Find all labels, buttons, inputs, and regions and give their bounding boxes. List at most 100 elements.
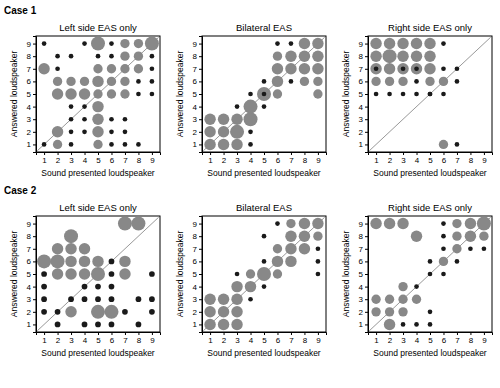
bubble [204, 306, 215, 317]
tick-label: 1 [359, 140, 364, 149]
tick-label: 8 [469, 336, 474, 345]
bubble [374, 92, 379, 97]
tick-mark [199, 287, 202, 288]
panel: 123456789123456789Right side EAS onlySou… [341, 22, 493, 178]
x-axis: 123456789 [203, 332, 327, 345]
tick-mark [365, 81, 368, 82]
bubble [136, 296, 142, 302]
tick: 6 [276, 332, 281, 345]
tick-mark [199, 224, 202, 225]
tick-mark [85, 152, 86, 155]
tick-label: 8 [359, 52, 364, 61]
tick: 2 [193, 308, 202, 317]
tick: 1 [359, 320, 368, 329]
tick-mark [457, 152, 458, 155]
bubble [150, 54, 155, 59]
bubble [397, 38, 408, 49]
tick-label: 5 [359, 270, 364, 279]
tick: 4 [83, 152, 88, 165]
x-axis: 123456789 [369, 152, 493, 165]
bubble [65, 268, 76, 279]
tick: 2 [222, 152, 227, 165]
tick-label: 8 [193, 52, 198, 61]
y-axis-title: Answered loudspeaker [9, 51, 19, 138]
bubble [398, 307, 407, 316]
bubble [204, 319, 215, 330]
tick: 6 [359, 77, 368, 86]
tick: 8 [137, 152, 142, 165]
bubble [79, 88, 90, 99]
axis-line [37, 333, 161, 336]
tick: 1 [374, 332, 379, 345]
bubble [286, 219, 295, 228]
tick: 8 [193, 232, 202, 241]
tick-mark [125, 332, 126, 335]
tick-mark [33, 56, 36, 57]
axis-line [203, 153, 327, 156]
bubble [109, 296, 115, 302]
bubble [300, 77, 309, 86]
axis-line [365, 217, 369, 333]
tick: 5 [262, 152, 267, 165]
tick: 7 [455, 152, 460, 165]
tick-mark [33, 324, 36, 325]
bubble [285, 230, 296, 241]
tick-label: 6 [193, 257, 198, 266]
bubble [289, 41, 294, 46]
bubble [92, 76, 103, 87]
plot-marks [37, 37, 159, 151]
y-axis: 123456789 [359, 37, 369, 153]
tick: 9 [316, 152, 321, 165]
bubble [411, 63, 422, 74]
tick-label: 7 [193, 65, 198, 74]
bubble [218, 294, 229, 305]
tick-label: 5 [27, 90, 32, 99]
tick-label: 9 [359, 40, 364, 49]
bubble [55, 309, 61, 315]
bubble [414, 79, 419, 84]
tick-mark [365, 324, 368, 325]
bubble [401, 66, 406, 71]
tick: 4 [415, 152, 420, 165]
plot-marks [203, 217, 324, 330]
bubble [150, 79, 155, 84]
tick-label: 5 [428, 156, 433, 165]
bubble [439, 257, 448, 266]
bubble [262, 104, 267, 109]
tick-mark [365, 287, 368, 288]
tick-label: 2 [222, 336, 227, 345]
bubble [149, 271, 155, 277]
tick-mark [138, 332, 139, 335]
tick: 1 [208, 332, 213, 345]
tick: 6 [27, 77, 36, 86]
bubble [218, 126, 229, 137]
tick-mark [199, 132, 202, 133]
axis-line [37, 153, 161, 156]
tick: 3 [27, 295, 36, 304]
tick-label: 8 [137, 156, 142, 165]
tick-label: 1 [27, 320, 32, 329]
bubble [384, 218, 395, 229]
bubble [109, 259, 115, 265]
tick-label: 5 [428, 336, 433, 345]
tick: 9 [27, 40, 36, 49]
bubble [150, 66, 155, 71]
tick-mark [33, 119, 36, 120]
bubble [439, 140, 448, 149]
tick: 9 [359, 40, 368, 49]
tick: 2 [56, 152, 61, 165]
bubble [96, 54, 101, 59]
tick-label: 6 [276, 336, 281, 345]
tick-mark [33, 94, 36, 95]
tick-mark [33, 69, 36, 70]
tick-label: 4 [83, 156, 88, 165]
bubble [41, 309, 47, 315]
tick-label: 3 [401, 336, 406, 345]
tick: 9 [193, 40, 202, 49]
bubble [37, 254, 51, 268]
tick: 4 [27, 103, 36, 112]
plot-frame [36, 36, 160, 152]
tick-mark [152, 332, 153, 335]
tick-label: 1 [208, 336, 213, 345]
bubble [204, 139, 215, 150]
